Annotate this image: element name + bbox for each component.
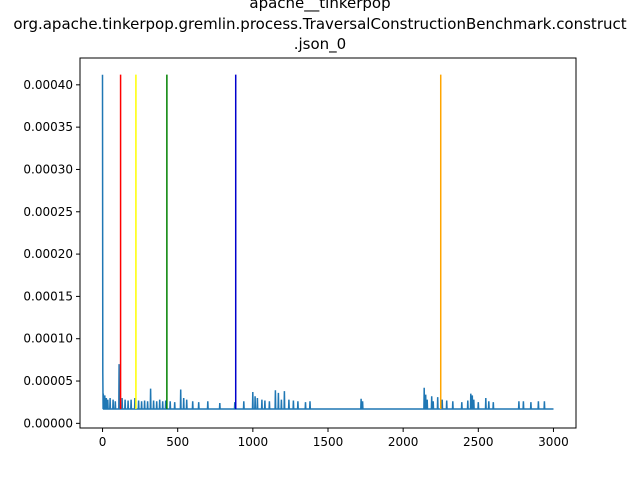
y-tick-label: 0.00000 (23, 416, 73, 430)
y-tick-label: 0.00035 (23, 120, 73, 134)
chart-title-line-3: .json_0 (293, 35, 347, 53)
plot-content (101, 74, 554, 410)
y-tick-label: 0.00025 (23, 205, 73, 219)
series-line-0 (101, 74, 554, 410)
x-tick-label: 2500 (463, 435, 494, 449)
axes-frame (79, 57, 577, 429)
chart-title-line-2: org.apache.tinkerpop.gremlin.process.Tra… (13, 15, 627, 33)
x-tick-label: 500 (166, 435, 189, 449)
y-tick-label: 0.00020 (23, 247, 73, 261)
x-tick-label: 2000 (388, 435, 419, 449)
y-tick-label: 0.00015 (23, 289, 73, 303)
y-tick-label: 0.00005 (23, 374, 73, 388)
y-tick-label: 0.00010 (23, 332, 73, 346)
y-tick-label: 0.00030 (23, 162, 73, 176)
y-tick-label: 0.00040 (23, 78, 73, 92)
x-tick-label: 1000 (238, 435, 269, 449)
x-tick-label: 1500 (313, 435, 344, 449)
x-tick-label: 0 (99, 435, 107, 449)
x-tick-label: 3000 (538, 435, 569, 449)
axis-ticks: 0 500 1000 1500 2000 2500 3000 0.00000 0.00005 0.… (23, 78, 568, 449)
chart-title-line-1: apache__tinkerpop (249, 0, 391, 12)
